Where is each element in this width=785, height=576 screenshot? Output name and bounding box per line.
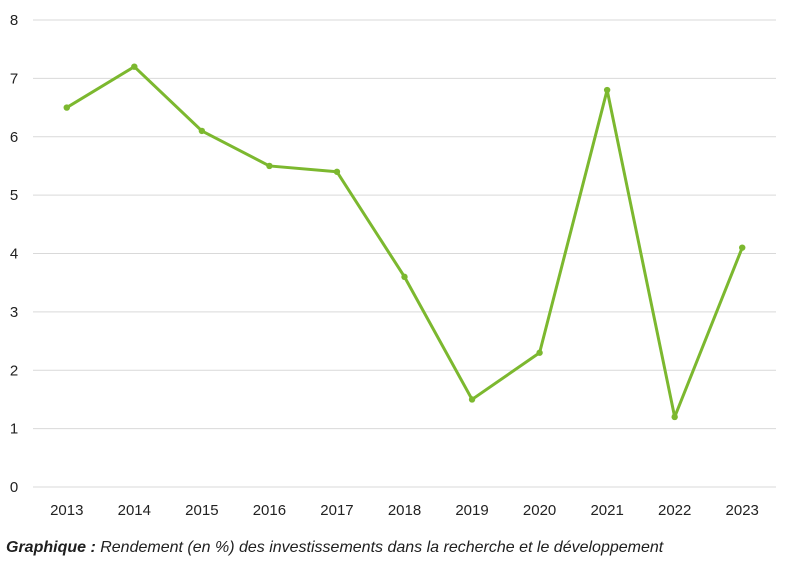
x-axis-tick-labels: 2013 2014 2015 2016 2017 2018 2019 2020 2021 2022… [50, 502, 759, 519]
data-point-2023 [739, 244, 746, 251]
y-tick-label-7: 7 [10, 70, 18, 87]
data-point-2022 [671, 413, 678, 421]
y-tick-label-5: 5 [10, 187, 18, 204]
data-point-2017 [333, 168, 341, 175]
x-tick-label-2018: 2018 [388, 502, 421, 519]
x-tick-label-2016: 2016 [253, 502, 286, 519]
y-axis-tick-labels: 0 1 2 3 4 5 6 7 8 [10, 12, 18, 496]
data-point-2019 [468, 396, 476, 403]
x-tick-label-2014: 2014 [118, 502, 151, 519]
data-points [63, 63, 746, 421]
data-point-2016 [266, 162, 273, 170]
y-tick-label-2: 2 [10, 362, 18, 379]
data-point-2014 [131, 63, 138, 70]
y-tick-label-6: 6 [10, 129, 18, 146]
series-line-0 [65, 65, 744, 419]
x-tick-label-2017: 2017 [320, 502, 353, 519]
caption-text: Rendement (en %) des investissements dan… [95, 539, 664, 556]
data-point-2015 [198, 127, 206, 135]
x-tick-label-2013: 2013 [50, 502, 83, 519]
data-point-2013 [63, 104, 70, 111]
series-line-group [65, 65, 744, 419]
y-tick-label-1: 1 [10, 421, 18, 438]
x-tick-label-2022: 2022 [658, 502, 691, 519]
y-tick-label-4: 4 [10, 246, 18, 263]
chart-caption: Graphique : Rendement (en %) des investi… [6, 539, 663, 557]
x-tick-label-2015: 2015 [185, 502, 218, 519]
x-tick-label-2020: 2020 [523, 502, 556, 519]
x-tick-label-2023: 2023 [726, 502, 759, 519]
data-point-2018 [401, 273, 408, 281]
x-tick-label-2019: 2019 [455, 502, 488, 519]
caption-lead: Graphique : [6, 539, 96, 556]
data-point-2021 [603, 86, 611, 94]
y-tick-label-8: 8 [10, 12, 18, 29]
data-point-2020 [536, 349, 543, 356]
gridlines [33, 19, 776, 488]
y-tick-label-3: 3 [10, 304, 18, 321]
y-tick-label-0: 0 [10, 479, 18, 496]
x-tick-label-2021: 2021 [590, 502, 623, 519]
